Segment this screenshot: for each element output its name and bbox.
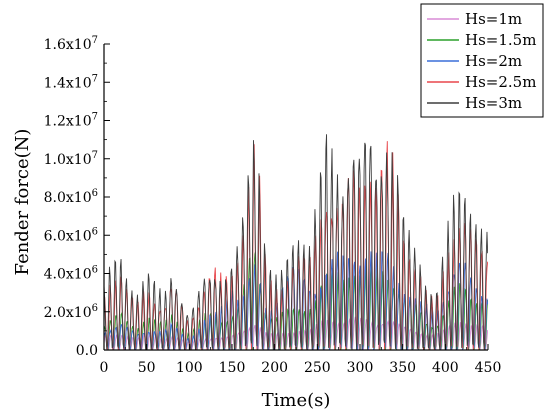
labels-layer: Time(s) Fender force(N): [12, 129, 330, 411]
legend-label: Hs=3m: [465, 94, 522, 112]
x-axis-title: Time(s): [262, 390, 331, 411]
legend-label: Hs=2.5m: [465, 73, 536, 91]
y-axis-title: Fender force(N): [12, 129, 33, 276]
y-tick-label: 1.6x107: [44, 35, 98, 53]
y-tick-label: 1.2x107: [44, 112, 98, 130]
x-tick-label: 200: [261, 360, 288, 376]
y-tick-label: 6.0x106: [44, 226, 98, 244]
y-tick-label: 4.0x106: [44, 265, 98, 283]
y-tick-label: 1.4x107: [44, 73, 98, 91]
x-tick-label: 250: [304, 360, 331, 376]
y-tick-label: 0.0: [76, 343, 98, 359]
x-tick-label: 350: [389, 360, 416, 376]
legend-label: Hs=1m: [465, 10, 522, 28]
x-tick-label: 300: [347, 360, 374, 376]
y-tick-label: 8.0x106: [44, 188, 98, 206]
axes-layer: 0 50 100 150 200 250 300 350 400 450 0.0 2.0x106 4.0…: [44, 35, 502, 376]
x-tick-label: 50: [138, 360, 156, 376]
legend-label: Hs=2m: [465, 52, 522, 70]
x-tick-label: 400: [432, 360, 459, 376]
y-tick-label: 1.0x107: [44, 150, 98, 168]
x-tick-label: 450: [475, 360, 502, 376]
series-layer: [104, 134, 488, 350]
x-tick-label: 150: [219, 360, 246, 376]
legend: Hs=1m Hs=1.5m Hs=2m Hs=2.5m Hs=3m: [420, 3, 544, 118]
series-line-5: [104, 134, 488, 350]
x-tick-label: 0: [100, 360, 109, 376]
x-tick-label: 100: [176, 360, 203, 376]
y-tick-label: 2.0x106: [44, 303, 98, 321]
legend-label: Hs=1.5m: [465, 31, 536, 49]
